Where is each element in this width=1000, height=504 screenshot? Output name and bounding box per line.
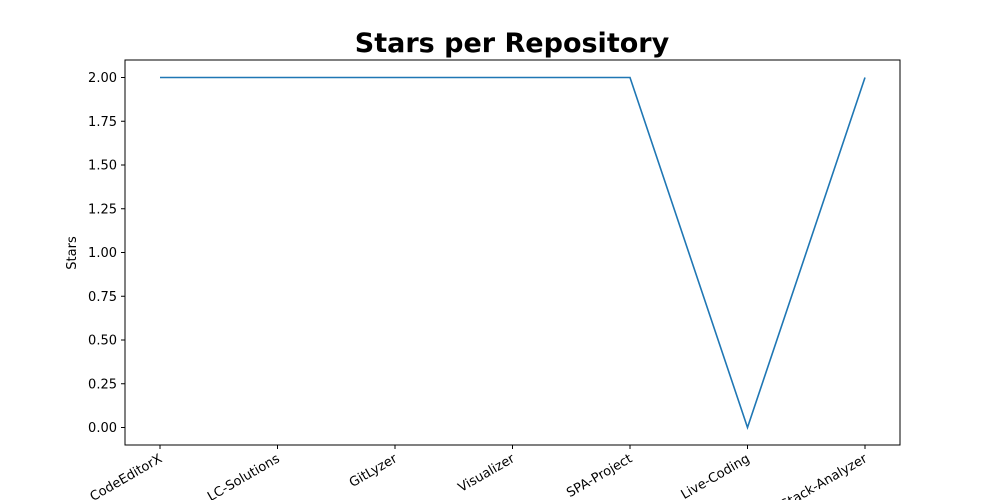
y-tick-label: 0.25 — [88, 377, 117, 392]
x-tick-label: Visualizer — [456, 451, 518, 496]
y-tick-label: 2.00 — [88, 71, 117, 86]
x-tick-label: SPA-Project — [564, 451, 635, 500]
chart-title: Stars per Repository — [355, 28, 670, 59]
x-tick-label: Live-Coding — [679, 451, 753, 500]
x-tick-label: Stack-Analyzer — [779, 451, 871, 500]
y-axis-label: Stars — [65, 236, 80, 270]
y-tick-label: 1.50 — [88, 159, 117, 174]
y-tick-label: 1.25 — [88, 202, 117, 217]
plot-area: 0.00 0.25 0.50 0.75 1.00 1.25 1.50 1.75 2.00 Code… — [88, 71, 871, 500]
series-line — [160, 78, 865, 428]
y-tick-label: 0.75 — [88, 290, 117, 305]
x-tick-label: GitLyzer — [347, 451, 401, 491]
y-tick-label: 0.00 — [88, 421, 117, 436]
x-tick-label: LC-Solutions — [205, 451, 283, 500]
plot-frame — [125, 60, 900, 445]
x-tick-label: CodeEditorX — [88, 451, 165, 500]
y-tick-label: 0.50 — [88, 334, 117, 349]
y-tick-label: 1.00 — [88, 246, 117, 261]
y-tick-label: 1.75 — [88, 115, 117, 130]
